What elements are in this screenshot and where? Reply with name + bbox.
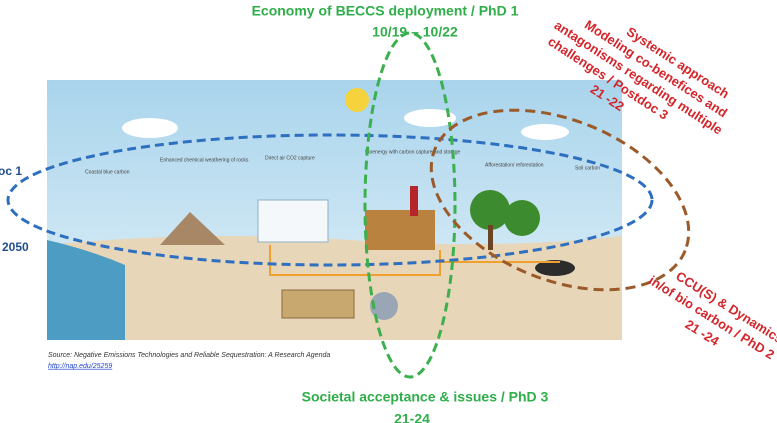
- source-url[interactable]: http://nap.edu/25259: [48, 363, 112, 370]
- illustration-label: Afforestation/ reforestation: [485, 162, 544, 168]
- illustration: [47, 80, 622, 340]
- title: Economy of BECCS deployment / PhD 1: [252, 3, 519, 19]
- dates: 10/19 – 10/22: [372, 24, 458, 40]
- illustration-label: Coastal blue carbon: [85, 169, 130, 175]
- left-label: oc 1: [0, 164, 22, 178]
- footer-dates: 21-24: [394, 411, 430, 423]
- illustration-label: Enhanced chemical weathering of rocks: [160, 157, 249, 163]
- page: Coastal blue carbon Enhanced chemical we…: [0, 0, 777, 423]
- footer-title: Societal acceptance & issues / PhD 3: [302, 389, 549, 405]
- left-year: 2050: [2, 240, 29, 254]
- illustration-label: Bioenergy with carbon capture and storag…: [365, 149, 461, 155]
- source: Source: Negative Emissions Technologies …: [48, 352, 330, 359]
- illustration-label: Direct air CO2 capture: [265, 155, 315, 161]
- ccu-block: CCU(S) & Dynamics in/of bio carbon / PhD…: [637, 257, 777, 377]
- illustration-label: Soil carbon: [575, 165, 600, 171]
